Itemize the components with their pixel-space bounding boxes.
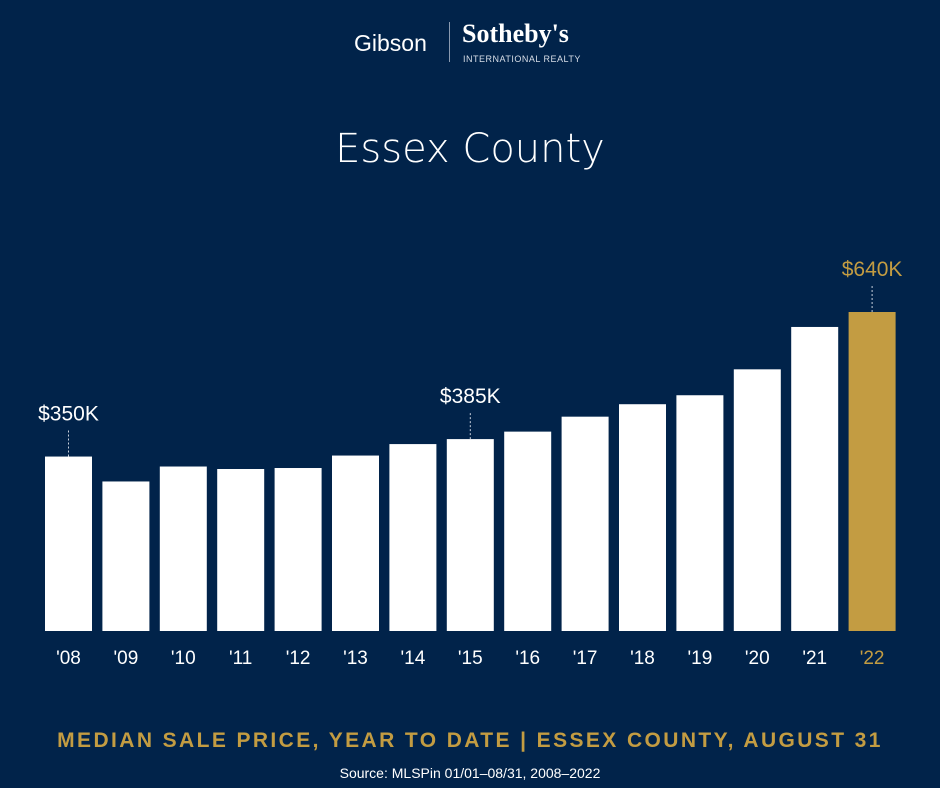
bar-5 — [332, 455, 379, 631]
bar-14 — [848, 312, 896, 631]
brand-logo: Gibson Sotheby's INTERNATIONAL REALTY — [0, 10, 940, 64]
x-tick-label: '12 — [286, 648, 311, 669]
logo-gibson: Gibson — [354, 30, 427, 56]
data-label: $385K — [440, 385, 501, 408]
bar-10 — [619, 404, 666, 631]
x-tick-label: '13 — [343, 648, 368, 669]
data-label: $350K — [38, 403, 99, 426]
bar-13 — [791, 326, 839, 631]
logo-subtitle: INTERNATIONAL REALTY — [463, 54, 581, 64]
bar-0 — [45, 456, 92, 631]
x-tick-label: '11 — [229, 648, 252, 669]
bar-8 — [504, 431, 552, 631]
logo-divider — [449, 22, 450, 62]
bar-7 — [446, 439, 494, 631]
bar-12 — [733, 369, 781, 631]
x-tick-label: '19 — [688, 648, 713, 669]
chart-title: Essex County — [335, 126, 605, 172]
x-tick-label: '08 — [56, 648, 81, 669]
bar-9 — [561, 416, 609, 631]
x-tick-label: '21 — [802, 648, 827, 669]
bar-1 — [102, 481, 150, 631]
bar-11 — [676, 395, 724, 631]
bar-4 — [274, 468, 322, 631]
bar-chart: '08 '09 '10 '11 '12 '13 '14 '15 '16 '17 '18 '19 '20 '… — [38, 258, 903, 669]
x-tick-label: '09 — [114, 648, 139, 669]
chart-source: Source: MLSPin 01/01–08/31, 2008–2022 — [339, 765, 601, 781]
x-tick-label: '16 — [515, 648, 540, 669]
x-tick-label: '18 — [630, 648, 655, 669]
x-tick-label: '22 — [860, 648, 885, 669]
bar-3 — [217, 469, 265, 631]
x-tick-label: '10 — [171, 648, 196, 669]
x-tick-label: '15 — [458, 648, 483, 669]
bar-6 — [389, 444, 437, 631]
logo-sothebys: Sotheby's — [462, 19, 569, 48]
x-tick-label: '20 — [745, 648, 770, 669]
chart-caption: MEDIAN SALE PRICE, YEAR TO DATE | ESSEX … — [57, 729, 883, 752]
x-tick-label: '17 — [573, 648, 598, 669]
x-tick-label: '14 — [401, 648, 426, 669]
bar-2 — [159, 466, 207, 631]
data-label: $640K — [842, 258, 903, 281]
